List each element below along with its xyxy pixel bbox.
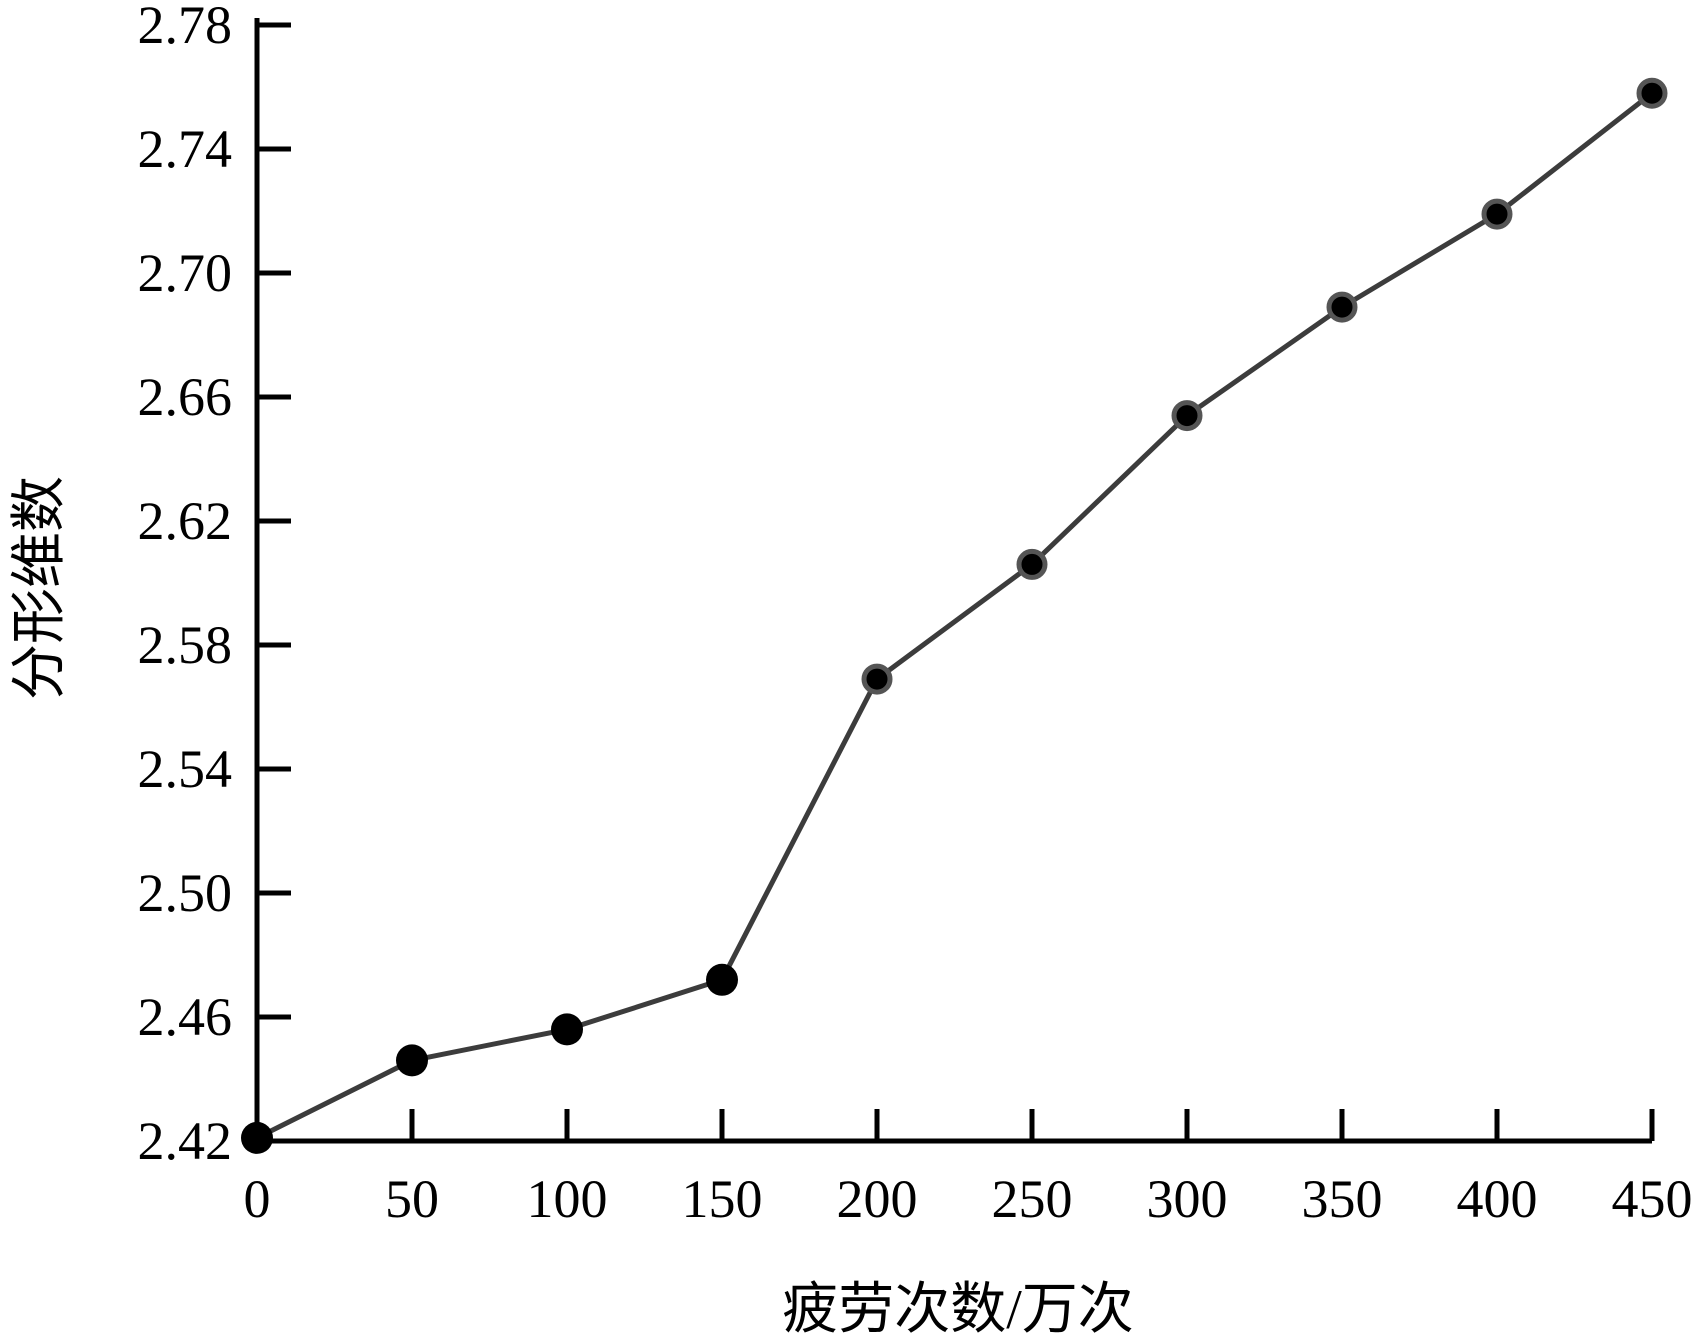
x-tick-label: 50 bbox=[385, 1169, 439, 1229]
x-tick-label: 300 bbox=[1147, 1169, 1228, 1229]
series-line bbox=[255, 91, 1654, 1141]
data-point bbox=[1016, 548, 1048, 580]
x-tick-label: 450 bbox=[1612, 1169, 1693, 1229]
y-tick-label: 2.74 bbox=[138, 119, 233, 179]
y-tick-label: 2.66 bbox=[138, 367, 233, 427]
x-axis-ticks: 0 50 100 150 200 250 300 350 400 450 bbox=[244, 1109, 1693, 1229]
data-point bbox=[241, 1121, 273, 1154]
data-point bbox=[1481, 198, 1513, 230]
y-tick-label: 2.58 bbox=[138, 615, 233, 675]
data-point bbox=[1636, 77, 1668, 109]
data-point bbox=[1326, 291, 1358, 323]
y-tick-label: 2.70 bbox=[138, 243, 233, 303]
x-tick-label: 0 bbox=[244, 1169, 271, 1229]
y-tick-label: 2.62 bbox=[138, 491, 233, 551]
data-point bbox=[1171, 400, 1203, 432]
x-tick-label: 400 bbox=[1457, 1169, 1538, 1229]
y-tick-label: 2.54 bbox=[138, 739, 233, 799]
data-point bbox=[551, 1013, 583, 1046]
y-axis-title: 分形维数 bbox=[9, 476, 71, 700]
x-tick-label: 350 bbox=[1302, 1169, 1383, 1229]
x-tick-label: 150 bbox=[682, 1169, 763, 1229]
y-tick-label: 2.78 bbox=[138, 0, 233, 55]
x-tick-label: 100 bbox=[527, 1169, 608, 1229]
data-point bbox=[861, 663, 893, 695]
x-tick-label: 200 bbox=[837, 1169, 918, 1229]
x-tick-label: 250 bbox=[992, 1169, 1073, 1229]
x-axis-title: 疲劳次数/万次 bbox=[782, 1279, 1134, 1335]
y-tick-label: 2.46 bbox=[138, 987, 233, 1047]
data-point bbox=[396, 1044, 428, 1077]
series-layer bbox=[241, 77, 1668, 1154]
plot-area bbox=[254, 18, 1652, 1144]
y-tick-label: 2.50 bbox=[138, 863, 233, 923]
y-axis-ticks: 2.42 2.46 2.50 2.54 2.58 2.62 2.66 2.70 2.74 2.78 bbox=[138, 0, 291, 1171]
data-point bbox=[706, 963, 738, 996]
y-tick-label: 2.42 bbox=[138, 1111, 233, 1171]
